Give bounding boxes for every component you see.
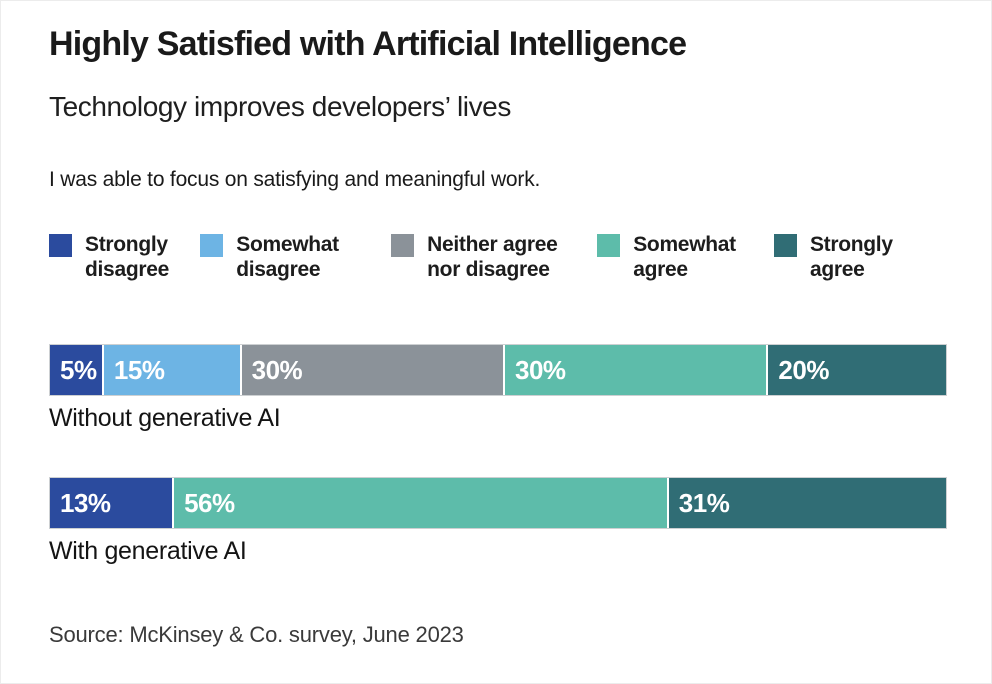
legend-swatch-icon — [597, 234, 621, 257]
segment-value-label: 30% — [251, 354, 303, 385]
survey-question: I was able to focus on satisfying and me… — [49, 168, 541, 191]
segment-value-label: 31% — [678, 487, 730, 518]
bar-label: With generative AI — [49, 537, 247, 565]
stacked-bar: 5% 15% 30% 30% 20% — [49, 344, 947, 396]
legend-label: Somewhat agree — [633, 233, 736, 281]
legend: Strongly disagree Somewhat disagree Neithe… — [49, 232, 943, 282]
legend-swatch-icon — [773, 234, 797, 257]
bar-group-without-ai: 5% 15% 30% 30% 20% Without generative AI — [49, 344, 947, 433]
bar-segment: 13% — [50, 478, 173, 528]
segment-value-label: 30% — [515, 354, 566, 385]
legend-swatch-icon — [391, 234, 415, 257]
legend-label: Somewhat disagree — [236, 233, 339, 281]
legend-label: Strongly disagree — [85, 233, 169, 281]
bar-group-with-ai: 13% 56% 31% With generative AI — [49, 477, 947, 566]
stacked-bar: 13% 56% 31% — [49, 477, 947, 529]
bar-label: Without generative AI — [49, 404, 281, 432]
legend-item: Neither agree nor disagree — [391, 232, 597, 282]
segment-value-label: 13% — [60, 487, 111, 518]
chart-title: Highly Satisfied with Artificial Intelli… — [49, 25, 687, 63]
bar-segment: 15% — [103, 345, 240, 395]
legend-swatch-icon — [49, 234, 72, 257]
legend-item: Strongly disagree — [49, 232, 200, 282]
legend-item: Somewhat agree — [597, 232, 774, 282]
segment-value-label: 5% — [60, 354, 97, 385]
source-note: Source: McKinsey & Co. survey, June 2023 — [49, 622, 464, 647]
legend-label: Neither agree nor disagree — [427, 233, 558, 281]
legend-swatch-icon — [200, 234, 224, 257]
legend-label: Strongly agree — [809, 233, 893, 281]
bar-segment: 31% — [668, 478, 946, 528]
legend-item: Strongly agree — [773, 232, 943, 282]
segment-value-label: 20% — [778, 354, 829, 385]
segment-value-label: 15% — [113, 354, 165, 385]
bar-segment: 20% — [768, 345, 947, 395]
chart-subtitle: Technology improves developers’ lives — [49, 91, 511, 122]
legend-item: Somewhat disagree — [200, 232, 391, 282]
bar-segment: 30% — [241, 345, 504, 395]
bar-segment: 56% — [174, 478, 667, 528]
segment-value-label: 56% — [184, 487, 235, 518]
bar-segment: 30% — [505, 345, 767, 395]
bar-segment: 5% — [50, 345, 102, 395]
